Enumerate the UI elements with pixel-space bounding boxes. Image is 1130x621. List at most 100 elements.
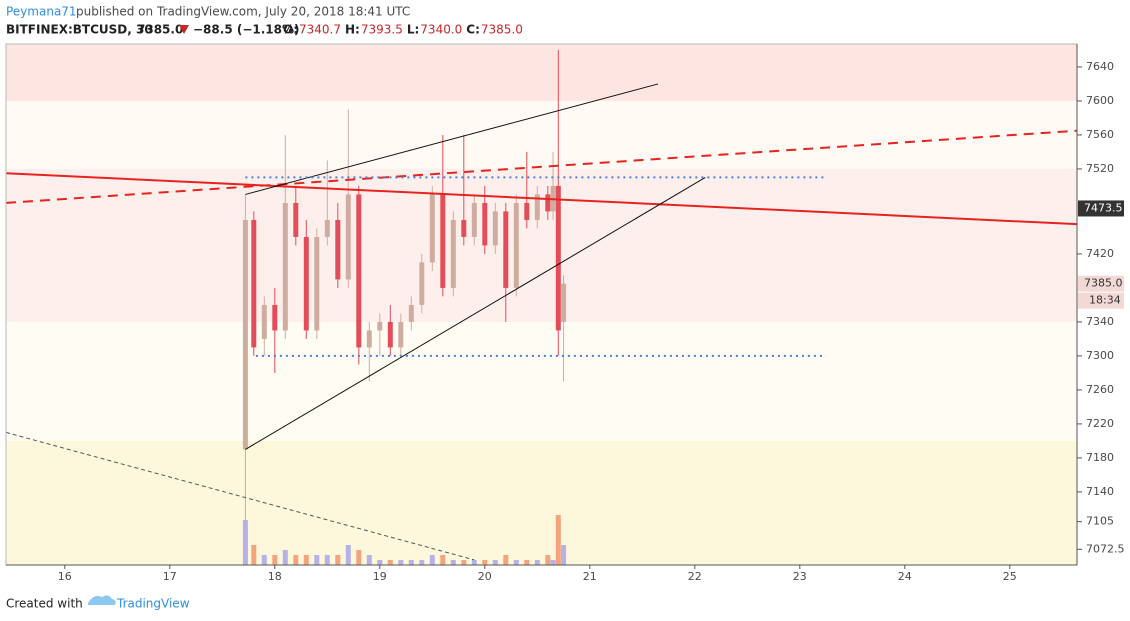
candle-body <box>450 219 456 288</box>
y-tick-label: 7520 <box>1086 162 1114 175</box>
volume-bar <box>419 560 425 565</box>
y-tick-label: 7180 <box>1086 451 1114 464</box>
volume-bar <box>282 550 288 565</box>
volume-bar <box>450 560 456 565</box>
x-tick-label: 21 <box>583 570 597 583</box>
down-arrow <box>179 25 189 34</box>
x-tick-label: 19 <box>373 570 387 583</box>
y-tick-label: 7340 <box>1086 315 1114 328</box>
volume-bar <box>335 555 341 565</box>
volume-bar <box>429 555 435 565</box>
volume-bar <box>524 560 530 565</box>
ohlc-label: H: <box>345 23 360 37</box>
candle-body <box>524 202 530 220</box>
candle-body <box>356 194 362 348</box>
candle-body <box>251 219 257 348</box>
volume-bar <box>272 555 278 565</box>
candle-body <box>303 236 309 331</box>
volume-bar <box>398 560 404 565</box>
volume-bar <box>387 560 393 565</box>
x-tick-label: 17 <box>163 570 177 583</box>
candle-body <box>461 219 467 237</box>
candle-body <box>272 304 278 331</box>
published: published on TradingView.com, July 20, 2… <box>76 5 410 19</box>
candle-body <box>293 202 299 237</box>
volume-bar <box>356 550 362 565</box>
candle-body <box>282 202 288 331</box>
y-tick-label: 7600 <box>1086 94 1114 107</box>
trend-line <box>245 177 706 450</box>
x-tick-label: 18 <box>268 570 282 583</box>
ohlc-label: O: <box>283 23 298 37</box>
y-tick-label: 7105 <box>1086 515 1114 528</box>
y-tick-label: 7420 <box>1086 247 1114 260</box>
volume-bar <box>345 545 351 565</box>
volume-bar <box>461 560 467 565</box>
trend-line <box>6 172 1077 226</box>
price-label: 7385.0 <box>1084 277 1123 290</box>
volume-bar <box>492 560 498 565</box>
x-tick-label: 23 <box>793 570 807 583</box>
symbol: BITFINEX:BTCUSD, 30 <box>6 23 153 37</box>
candle-body <box>492 211 498 246</box>
volume-bar <box>251 545 257 565</box>
volume-bar <box>293 555 299 565</box>
x-tick-label: 24 <box>898 570 912 583</box>
volume-bar <box>513 560 519 565</box>
author[interactable]: Peymana71 <box>6 5 77 19</box>
candle-body <box>561 283 567 322</box>
volume-bar <box>471 560 477 565</box>
price-label-box <box>1078 275 1124 292</box>
candle-body <box>314 236 320 331</box>
y-tick-label: 7072.5 <box>1086 542 1125 555</box>
x-tick-label: 22 <box>688 570 702 583</box>
candle-body <box>534 194 540 220</box>
tv-logo <box>88 595 116 605</box>
candle-body <box>482 202 488 246</box>
trend-line <box>245 83 659 195</box>
brand[interactable]: TradingView <box>116 597 190 611</box>
volume-bar <box>545 555 551 565</box>
y-tick-label: 7140 <box>1086 485 1114 498</box>
zone <box>6 44 1077 101</box>
candle-body <box>324 219 330 237</box>
y-tick-label: 7560 <box>1086 128 1114 141</box>
time-left-box <box>1078 292 1124 309</box>
zone <box>6 440 1077 565</box>
candle-body <box>545 194 551 212</box>
candle-body <box>408 304 414 322</box>
volume-bar <box>408 560 414 565</box>
y-tick-label: 7300 <box>1086 349 1114 362</box>
volume-bar <box>555 515 561 565</box>
volume-bar <box>534 560 540 565</box>
candle-body <box>387 321 393 348</box>
volume-bar <box>261 555 267 565</box>
price-label: 7473.5 <box>1084 201 1123 214</box>
ohlc-value: 7340.0 <box>420 23 462 37</box>
x-tick-label: 16 <box>58 570 72 583</box>
zone <box>6 321 1077 441</box>
volume-bar <box>503 555 509 565</box>
zone <box>6 100 1077 169</box>
x-tick-label: 20 <box>478 570 492 583</box>
zone <box>6 168 1077 322</box>
candle-body <box>335 219 341 280</box>
volume-bar <box>242 520 248 565</box>
ohlc-label: C: <box>466 23 480 37</box>
last-price: 7385.0 <box>137 23 183 37</box>
volume-bar <box>377 560 383 565</box>
candle-body <box>242 219 248 450</box>
candle-body <box>503 211 509 288</box>
time-left: 18:34 <box>1089 294 1121 307</box>
ohlc-value: 7340.7 <box>299 23 341 37</box>
ohlc-value: 7385.0 <box>481 23 523 37</box>
volume-bar <box>324 555 330 565</box>
ohlc-label: L: <box>407 23 419 37</box>
volume-bar <box>482 560 488 565</box>
volume-bar <box>550 560 556 565</box>
volume-bar <box>314 555 320 565</box>
x-tick-label: 25 <box>1003 570 1017 583</box>
volume-bar <box>561 545 567 565</box>
volume-bar <box>366 555 372 565</box>
